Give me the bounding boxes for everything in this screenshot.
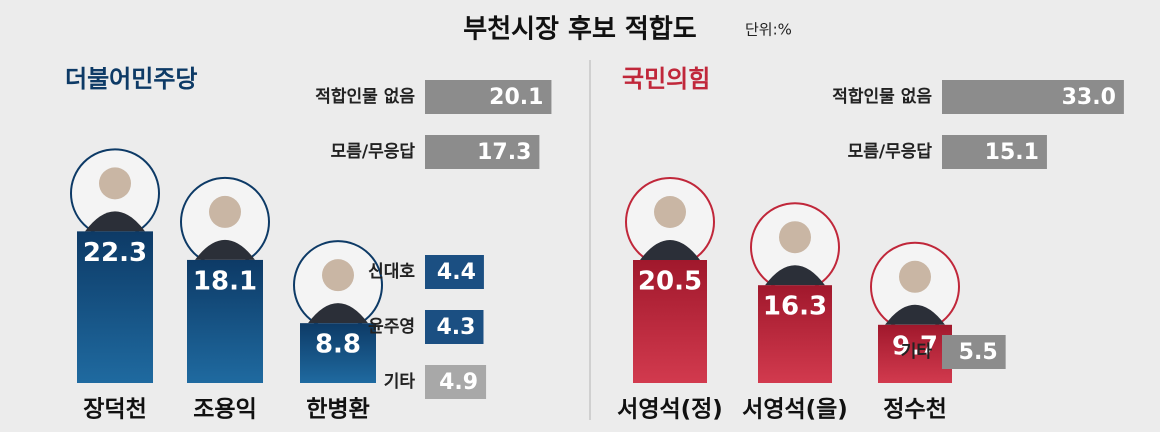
other-value-label: 33.0 — [1062, 85, 1116, 110]
photo-head — [322, 259, 354, 292]
other-label: 모름/무응답 — [330, 142, 415, 162]
party-name: 국민의힘 — [622, 65, 710, 93]
other-value-label: 4.4 — [437, 260, 476, 285]
party-name: 더불어민주당 — [65, 65, 197, 93]
other-bar — [425, 255, 484, 289]
other-label-box: 적합인물 없음 — [315, 87, 415, 107]
value-label: 8.8 — [315, 330, 361, 360]
bar — [633, 260, 707, 383]
other-value-label: 17.3 — [477, 140, 531, 165]
photo-body — [885, 304, 945, 325]
photo-body — [640, 240, 700, 260]
other-label: 윤주영 — [368, 317, 415, 337]
other-bar — [942, 335, 1006, 369]
other-label-box: 모름/무응답 — [330, 142, 415, 162]
other-label-box: 윤주영 — [368, 317, 415, 337]
other-bar — [425, 365, 487, 399]
other-bar — [425, 80, 552, 114]
other-bar — [942, 80, 1124, 114]
other-label-box: 모름/무응답 — [847, 142, 932, 162]
candidate-name: 정수천 — [883, 397, 946, 423]
other-value-label: 4.3 — [437, 315, 476, 340]
other-label: 적합인물 없음 — [315, 87, 415, 107]
other-label: 기타 — [383, 372, 415, 392]
bar — [77, 231, 153, 383]
photo-body — [85, 211, 145, 232]
other-label-box: 기타 — [383, 372, 415, 392]
photo-head — [209, 195, 241, 228]
other-label-box: 기타 — [900, 342, 932, 362]
photo-body — [195, 239, 255, 260]
bar — [878, 324, 952, 383]
other-value-label: 15.1 — [985, 140, 1039, 165]
value-label: 20.5 — [638, 267, 702, 297]
photo-head — [654, 196, 686, 228]
bar — [187, 259, 263, 383]
value-label: 18.1 — [193, 266, 257, 296]
other-bar — [942, 135, 1047, 169]
other-label: 신대호 — [368, 262, 415, 282]
candidate-name: 서영석(정) — [617, 397, 723, 423]
title: 부천시장 후보 적합도 — [463, 15, 696, 45]
photo-head — [99, 167, 131, 200]
other-label-box: 적합인물 없음 — [832, 87, 932, 107]
photo-body — [308, 303, 368, 324]
other-value-label: 5.5 — [959, 340, 998, 365]
other-bar — [425, 310, 484, 344]
value-label: 9.7 — [892, 331, 938, 361]
candidate-name: 조용익 — [193, 397, 256, 423]
other-label: 적합인물 없음 — [832, 87, 932, 107]
other-label-box: 신대호 — [368, 262, 415, 282]
candidate-name: 서영석(을) — [742, 397, 848, 423]
other-value-label: 4.9 — [439, 370, 478, 395]
photo-body — [765, 265, 825, 286]
other-label: 기타 — [900, 342, 932, 362]
bar — [300, 323, 376, 383]
unit: 단위:% — [745, 21, 792, 39]
other-bar — [425, 135, 540, 169]
photo-head — [899, 260, 931, 293]
photo-head — [779, 221, 811, 254]
value-label: 16.3 — [763, 292, 827, 322]
candidate-name: 장덕천 — [83, 397, 146, 423]
bar — [758, 285, 832, 383]
value-label: 22.3 — [83, 238, 147, 268]
other-value-label: 20.1 — [489, 85, 543, 110]
candidate-name: 한병환 — [306, 397, 369, 423]
other-label: 모름/무응답 — [847, 142, 932, 162]
